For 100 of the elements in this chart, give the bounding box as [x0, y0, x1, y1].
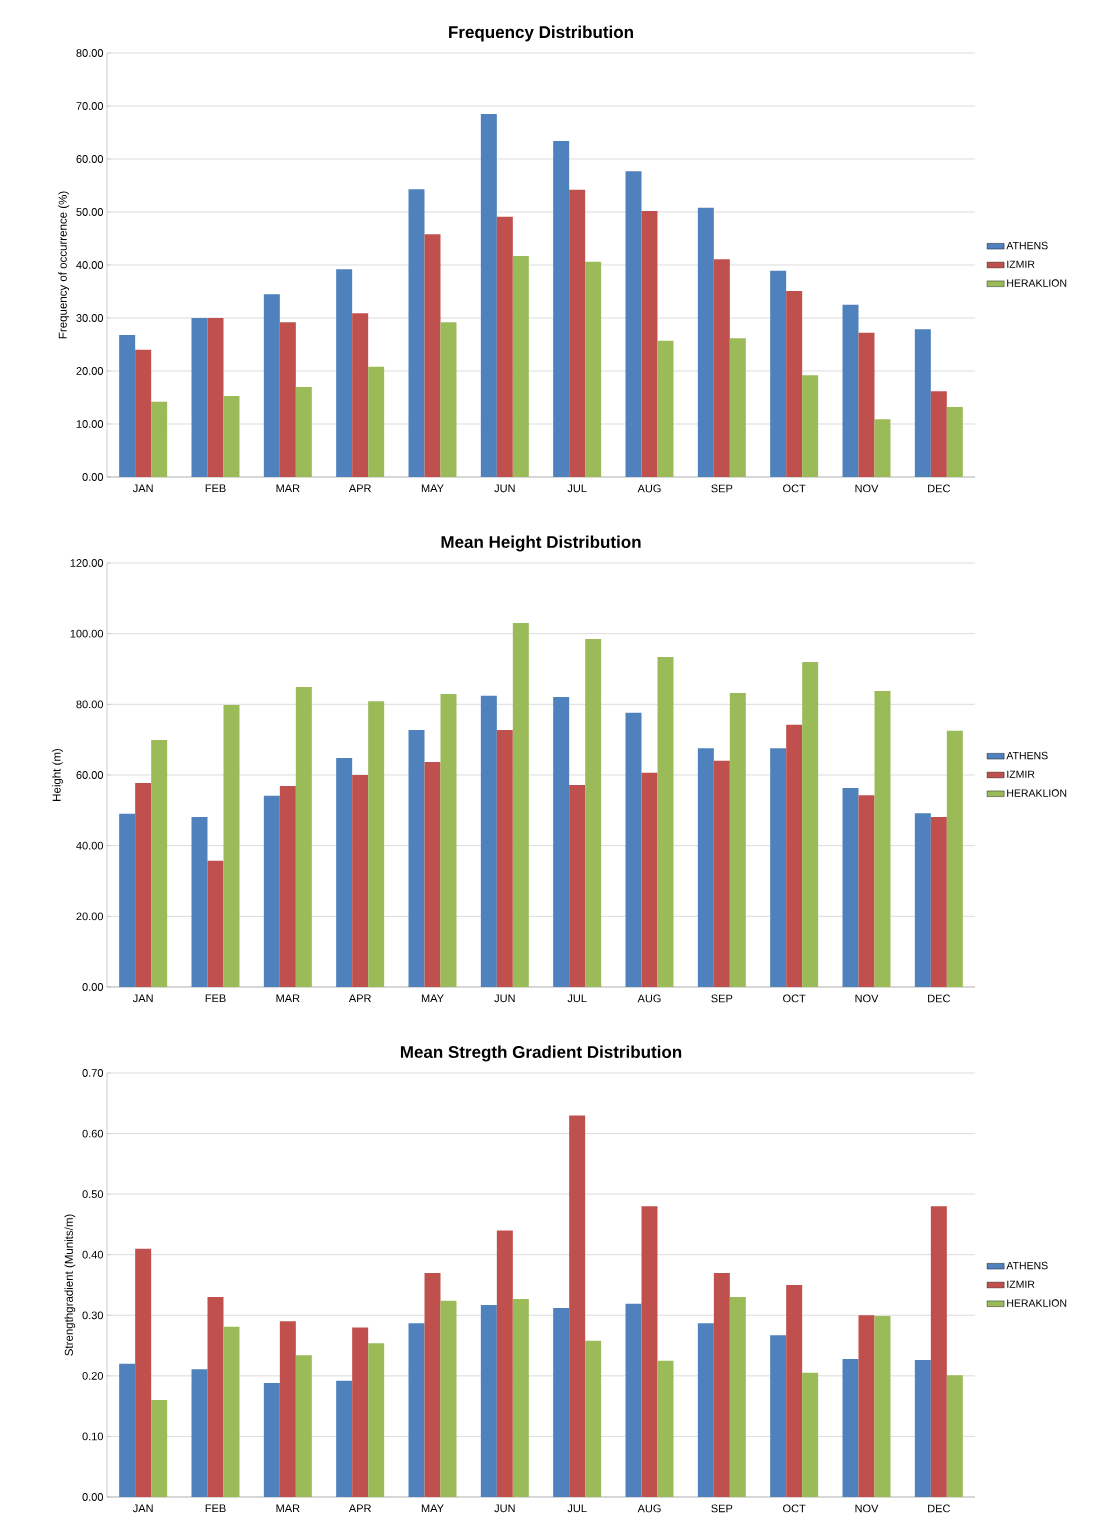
bar: [191, 1369, 208, 1497]
bar: [569, 1115, 586, 1497]
x-tick-label: NOV: [855, 1504, 879, 1513]
bar: [946, 407, 963, 477]
y-tick-label: 0.40: [82, 1250, 104, 1259]
y-tick-label: 80.00: [76, 700, 104, 709]
bar: [770, 270, 787, 477]
legend-label: ATHENS: [1006, 241, 1048, 250]
bar: [914, 813, 931, 987]
bar: [802, 1372, 819, 1497]
x-tick-label: SEP: [711, 994, 733, 1003]
bar: [119, 334, 136, 477]
bar: [135, 783, 152, 987]
x-tick-label: FEB: [205, 1504, 226, 1513]
bar: [553, 140, 570, 477]
bar: [408, 730, 425, 987]
bar: [585, 261, 602, 477]
bar: [729, 1297, 746, 1497]
x-tick-label: FEB: [205, 484, 226, 493]
bar: [641, 1206, 658, 1497]
x-tick-label: SEP: [711, 484, 733, 493]
legend-label: HERAKLION: [1007, 1299, 1067, 1307]
bar: [295, 687, 312, 987]
bar: [440, 694, 457, 987]
bar: [151, 1400, 168, 1497]
bar: [874, 419, 891, 477]
y-tick-label: 80.00: [76, 49, 104, 57]
x-tick-label: AUG: [637, 1504, 661, 1513]
bar: [786, 724, 803, 987]
y-tick-label: 0.50: [82, 1190, 104, 1199]
bar: [569, 784, 586, 987]
bar: [657, 340, 674, 477]
bar: [842, 1358, 859, 1497]
bar: [352, 775, 369, 987]
bar: [191, 317, 208, 477]
bar: [368, 1343, 385, 1497]
bar: [697, 1323, 714, 1497]
bar: [480, 695, 497, 987]
x-tick-label: DEC: [928, 484, 951, 493]
bar: [858, 1315, 875, 1497]
bar: [657, 1360, 674, 1497]
bar: [480, 1304, 497, 1497]
bar: [512, 623, 529, 987]
bar: [336, 758, 353, 987]
bar: [874, 1315, 891, 1497]
x-tick-label: NOV: [855, 484, 879, 493]
bar: [858, 332, 875, 477]
bar: [352, 1327, 369, 1497]
bar: [713, 259, 730, 477]
bar: [770, 748, 787, 987]
bar: [858, 795, 875, 987]
legend-label: IZMIR: [1007, 260, 1035, 268]
x-tick-label: MAR: [276, 484, 300, 493]
bar: [119, 813, 136, 987]
bar: [263, 1383, 280, 1497]
bar: [424, 234, 441, 477]
bar: [424, 761, 441, 987]
bar: [496, 216, 513, 477]
bar: [946, 1375, 963, 1497]
chart-title: Frequency Distribution: [449, 25, 633, 42]
bar: [569, 189, 586, 477]
x-tick-label: FEB: [205, 994, 226, 1003]
bar: [786, 290, 803, 477]
y-tick-label: 100.00: [70, 629, 104, 638]
x-tick-label: APR: [348, 994, 371, 1003]
bar: [713, 1272, 730, 1497]
legend-label: HERAKLION: [1007, 279, 1067, 287]
x-tick-label: JUL: [567, 1504, 587, 1513]
bar: [263, 795, 280, 987]
bar: [440, 322, 457, 477]
bar: [802, 661, 819, 987]
x-tick-label: JUN: [494, 484, 515, 493]
x-tick-label: DEC: [928, 1504, 951, 1513]
y-tick-label: 50.00: [76, 208, 104, 216]
x-tick-label: JAN: [132, 1504, 153, 1513]
bar: [946, 730, 963, 987]
bar: [625, 712, 642, 987]
bar: [914, 1360, 931, 1497]
bar: [408, 189, 425, 477]
bar: [424, 1272, 441, 1497]
legend-label: IZMIR: [1007, 770, 1035, 778]
y-tick-label: 0.60: [82, 1129, 104, 1138]
bar: [729, 338, 746, 477]
y-tick-label: 0.00: [82, 1493, 104, 1501]
x-tick-label: AUG: [637, 484, 661, 493]
x-tick-label: SEP: [711, 1504, 733, 1513]
y-tick-label: 0.30: [82, 1311, 104, 1320]
bar: [223, 1326, 240, 1497]
legend-label: HERAKLION: [1007, 789, 1067, 797]
bar: [336, 269, 353, 477]
x-tick-label: MAR: [276, 994, 300, 1003]
y-tick-label: 20.00: [76, 367, 104, 375]
bar: [207, 860, 224, 987]
bar: [512, 255, 529, 477]
bar: [697, 748, 714, 987]
bar: [713, 760, 730, 987]
x-tick-label: MAY: [421, 1504, 444, 1513]
bar: [119, 1363, 136, 1497]
bar: [496, 1230, 513, 1497]
bar: [263, 294, 280, 477]
